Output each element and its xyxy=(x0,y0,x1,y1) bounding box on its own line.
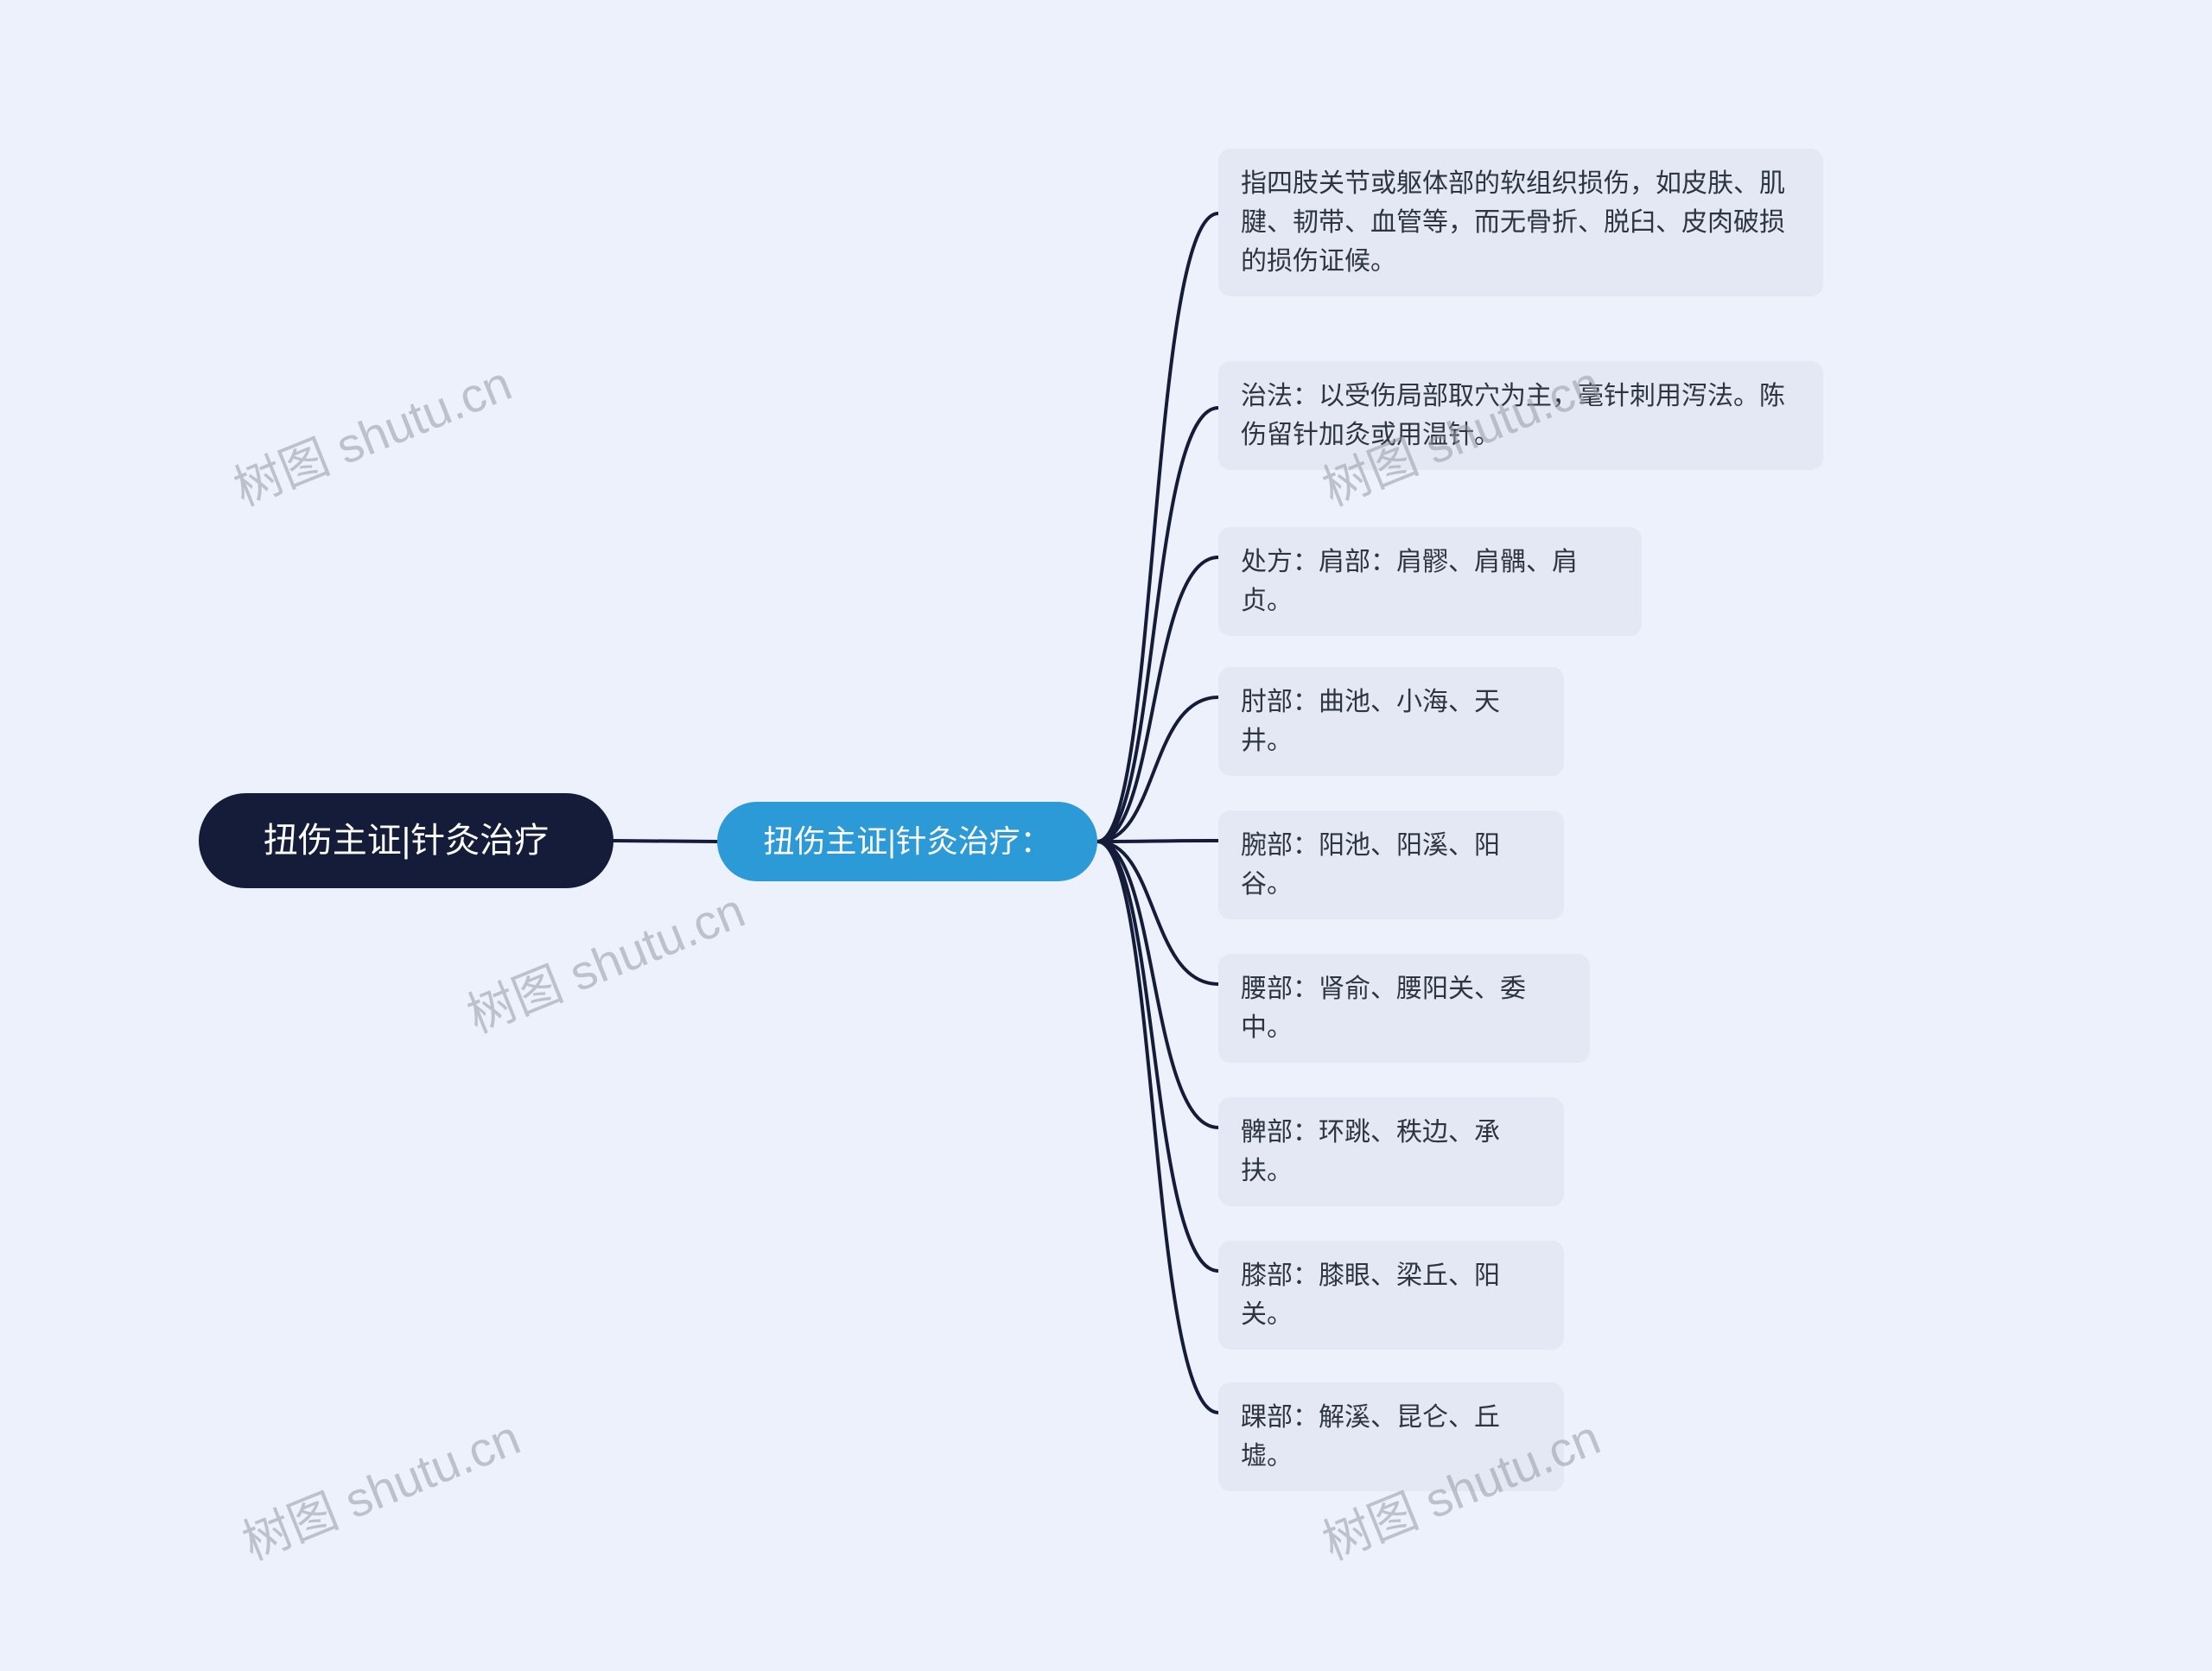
leaf-label: 腕部：阳池、阳溪、阳谷。 xyxy=(1241,826,1541,904)
watermark: 树图 shutu.cn xyxy=(231,1399,529,1573)
watermark: 树图 shutu.cn xyxy=(455,872,753,1046)
root-label: 扭伤主证|针灸治疗 xyxy=(264,815,549,867)
leaf-label: 膝部：膝眼、梁丘、阳关。 xyxy=(1241,1256,1541,1334)
leaf-node-1[interactable]: 治法：以受伤局部取穴为主，毫针刺用泻法。陈伤留针加灸或用温针。 xyxy=(1218,361,1823,470)
leaf-label: 腰部：肾俞、腰阳关、委中。 xyxy=(1241,969,1567,1047)
sub-label: 扭伤主证|针灸治疗： xyxy=(763,818,1051,865)
edge-leaf-1 xyxy=(1097,408,1218,842)
leaf-label: 处方：肩部：肩髎、肩髃、肩贞。 xyxy=(1241,543,1619,620)
leaf-label: 指四肢关节或躯体部的软组织损伤，如皮肤、肌腱、韧带、血管等，而无骨折、脱臼、皮肉… xyxy=(1241,164,1801,281)
leaf-label: 治法：以受伤局部取穴为主，毫针刺用泻法。陈伤留针加灸或用温针。 xyxy=(1241,377,1801,454)
edge-leaf-4 xyxy=(1097,841,1218,842)
leaf-label: 髀部：环跳、秩边、承扶。 xyxy=(1241,1113,1541,1191)
leaf-node-6[interactable]: 髀部：环跳、秩边、承扶。 xyxy=(1218,1097,1564,1206)
root-node[interactable]: 扭伤主证|针灸治疗 xyxy=(199,793,613,888)
leaf-node-2[interactable]: 处方：肩部：肩髎、肩髃、肩贞。 xyxy=(1218,527,1642,636)
edge-root-sub xyxy=(613,841,717,842)
edge-leaf-6 xyxy=(1097,842,1218,1128)
sub-node[interactable]: 扭伤主证|针灸治疗： xyxy=(717,802,1097,881)
leaf-node-5[interactable]: 腰部：肾俞、腰阳关、委中。 xyxy=(1218,954,1590,1063)
leaf-node-7[interactable]: 膝部：膝眼、梁丘、阳关。 xyxy=(1218,1241,1564,1350)
leaf-label: 肘部：曲池、小海、天井。 xyxy=(1241,683,1541,760)
edge-leaf-0 xyxy=(1097,213,1218,842)
edge-leaf-8 xyxy=(1097,842,1218,1413)
leaf-node-8[interactable]: 踝部：解溪、昆仑、丘墟。 xyxy=(1218,1382,1564,1491)
watermark: 树图 shutu.cn xyxy=(222,345,520,519)
mindmap-canvas: 扭伤主证|针灸治疗 扭伤主证|针灸治疗： 指四肢关节或躯体部的软组织损伤，如皮肤… xyxy=(0,0,2212,1671)
leaf-node-0[interactable]: 指四肢关节或躯体部的软组织损伤，如皮肤、肌腱、韧带、血管等，而无骨折、脱臼、皮肉… xyxy=(1218,149,1823,296)
edge-leaf-7 xyxy=(1097,842,1218,1271)
leaf-label: 踝部：解溪、昆仑、丘墟。 xyxy=(1241,1398,1541,1476)
edge-leaf-2 xyxy=(1097,557,1218,842)
edge-leaf-3 xyxy=(1097,697,1218,842)
leaf-node-3[interactable]: 肘部：曲池、小海、天井。 xyxy=(1218,667,1564,776)
edge-leaf-5 xyxy=(1097,842,1218,984)
leaf-node-4[interactable]: 腕部：阳池、阳溪、阳谷。 xyxy=(1218,810,1564,919)
